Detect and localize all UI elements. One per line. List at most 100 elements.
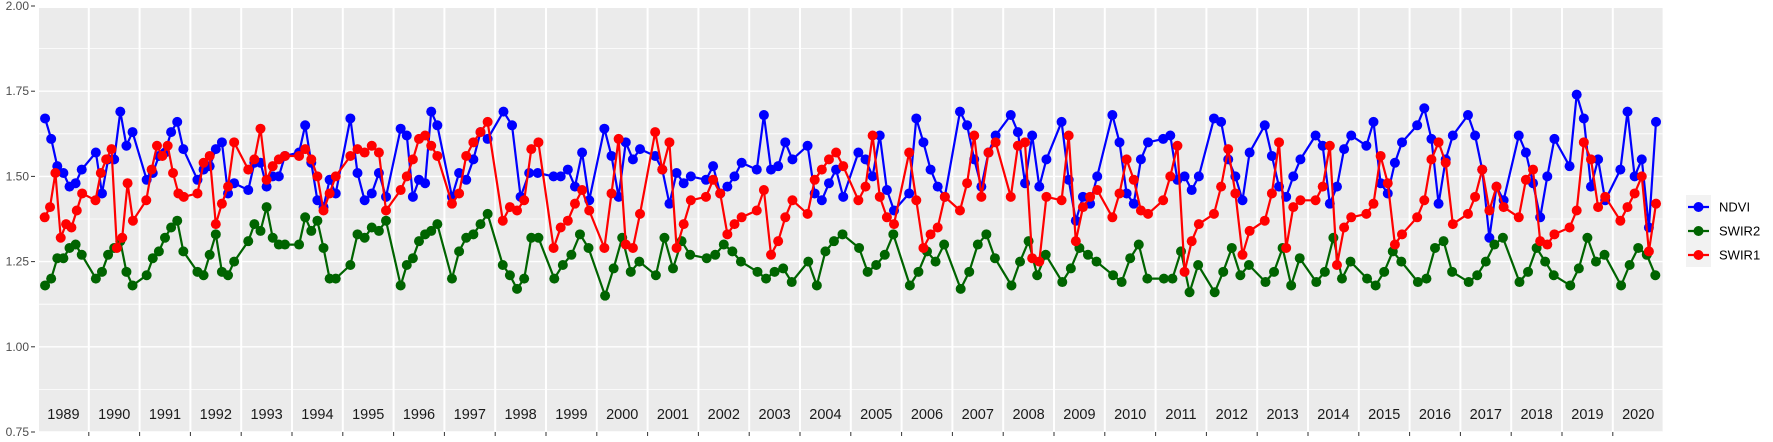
swir2-point	[229, 256, 240, 267]
y-tick-label: 1.75	[6, 84, 30, 98]
year-label: 2007	[962, 407, 994, 423]
panel-background	[648, 8, 698, 432]
panel-background	[953, 8, 1003, 432]
ndvi-point	[1135, 154, 1146, 165]
swir2-point	[1472, 270, 1483, 281]
swir2-point	[359, 232, 370, 243]
swir1-point	[267, 161, 278, 172]
ndvi-point	[881, 185, 892, 196]
swir2-point	[267, 232, 278, 243]
swir2-point	[533, 232, 544, 243]
swir2-point	[1590, 256, 1601, 267]
swir1-point	[1034, 256, 1045, 267]
ndvi-point	[1005, 110, 1016, 121]
swir1-point	[555, 222, 566, 233]
swir2-point	[166, 222, 177, 233]
swir2-point	[345, 260, 356, 271]
swir1-point	[1528, 164, 1539, 175]
ndvi-point	[1447, 130, 1458, 141]
swir1-point	[1230, 188, 1241, 199]
swir1-point	[401, 171, 412, 182]
year-label: 2012	[1216, 407, 1248, 423]
year-label: 2000	[606, 407, 638, 423]
swir1-point	[1462, 208, 1473, 219]
swir1-point	[1564, 222, 1575, 233]
ndvi-point	[867, 171, 878, 182]
ndvi-point	[874, 130, 885, 141]
swir2-point	[526, 232, 537, 243]
ndvi-point	[650, 150, 661, 161]
ndvi-point	[1128, 198, 1139, 209]
swir1-point	[932, 222, 943, 233]
swir2-point	[160, 232, 170, 243]
ndvi-point	[1143, 137, 1154, 148]
ndvi-point	[395, 123, 406, 134]
swir2-point	[1396, 256, 1407, 267]
year-label: 2020	[1622, 407, 1654, 423]
swir1-point	[345, 150, 356, 161]
year-label: 2019	[1571, 407, 1603, 423]
swir1-point	[1651, 198, 1662, 209]
ndvi-point	[548, 171, 559, 182]
ndvi-point	[507, 120, 518, 131]
swir2-point	[261, 202, 272, 213]
ndvi-point	[1651, 116, 1662, 127]
swir1-point	[1208, 208, 1219, 219]
ndvi-point	[577, 147, 588, 158]
swir1-point	[300, 144, 311, 155]
swir2-point	[1497, 232, 1508, 243]
ndvi-point	[461, 174, 472, 185]
swir2-point	[888, 229, 899, 240]
swir2-point	[58, 253, 69, 264]
swir1-point	[1368, 198, 1379, 209]
swir1-point	[1324, 140, 1335, 151]
swir1-line	[43, 120, 1658, 273]
swir2-point	[904, 280, 915, 291]
y-axis: 0.75 1.00 1.25 1.50 1.75 2.00	[6, 0, 35, 439]
swir1-point	[77, 188, 88, 199]
swir2-point	[1565, 280, 1576, 291]
swir2-point	[1362, 273, 1373, 284]
swir2-point	[871, 260, 882, 271]
ndvi-point	[918, 137, 929, 148]
swir2-point	[1514, 277, 1525, 288]
swir2-point	[141, 270, 152, 281]
ndvi-point	[46, 133, 57, 144]
series-swir1	[39, 116, 1662, 277]
ndvi-point	[599, 123, 610, 134]
swir2-point	[255, 225, 266, 236]
swir2-point	[1430, 242, 1440, 253]
ndvi-point	[1542, 171, 1553, 182]
swir1-point	[1281, 242, 1292, 253]
ndvi-point	[1077, 191, 1088, 202]
swir1-point	[1077, 202, 1088, 213]
swir2-point	[46, 273, 57, 284]
swir1-point	[1274, 137, 1285, 148]
swir1-point	[216, 198, 227, 209]
ndvi-point	[178, 144, 189, 155]
swir1-point	[1491, 181, 1502, 192]
ndvi-point	[90, 147, 101, 158]
ndvi-point	[954, 106, 965, 117]
swir1-point	[1005, 191, 1016, 202]
swir1-point	[635, 208, 646, 219]
ndvi-point	[838, 191, 849, 202]
swir2-point	[1032, 270, 1043, 281]
swir2-point	[913, 266, 924, 277]
swir1-point	[1375, 150, 1386, 161]
swir2-point	[1218, 266, 1229, 277]
ndvi-point	[700, 174, 711, 185]
ndvi-point	[1179, 171, 1190, 182]
swir1-point	[330, 171, 341, 182]
swir1-point	[66, 222, 77, 233]
swir1-point	[1643, 246, 1654, 257]
ndvi-point	[58, 167, 69, 178]
swir1-point	[1440, 157, 1451, 168]
swir1-point	[584, 205, 595, 216]
swir1-point	[1622, 202, 1633, 213]
swir1-point	[1107, 212, 1118, 223]
swir2-point	[482, 208, 493, 219]
swir1-point	[1470, 191, 1481, 202]
swir1-point	[969, 130, 980, 141]
ndvi-point	[352, 167, 363, 178]
